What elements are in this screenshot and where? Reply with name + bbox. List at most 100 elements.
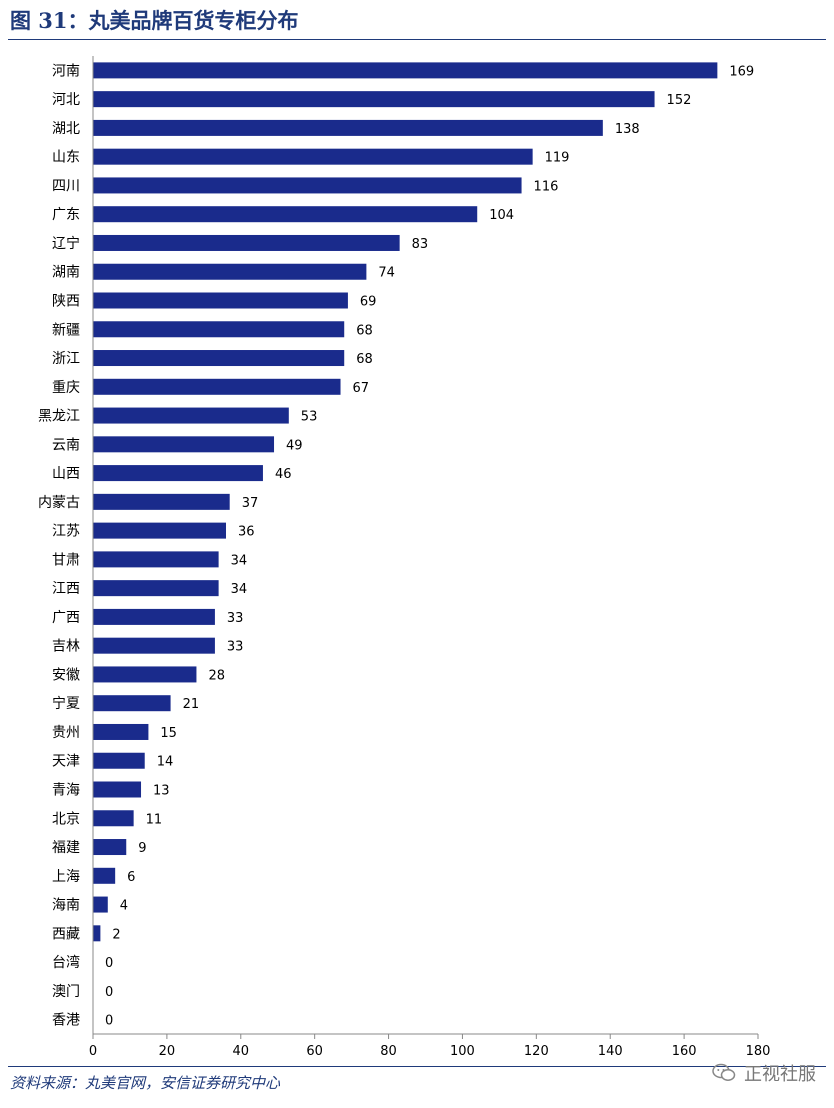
value-label: 69 [360,295,377,310]
x-tick-label: 40 [233,1044,250,1059]
value-label: 68 [356,352,373,367]
value-label: 116 [534,179,559,194]
bar [93,350,345,367]
x-axis: 0 20 40 60 80 100 120 140 160 180 [89,56,771,1059]
bar [93,810,134,827]
value-label: 9 [138,841,146,856]
bar [93,925,101,942]
watermark: 正视社服 [712,1060,816,1086]
value-label: 37 [242,496,259,511]
bars-group [93,62,718,942]
value-label: 0 [105,956,113,971]
category-label: 陕西 [52,294,80,310]
value-label: 46 [275,467,292,482]
category-label: 江苏 [52,524,80,540]
value-label: 33 [227,640,244,655]
bar [93,637,215,654]
source-divider [8,1066,826,1067]
watermark-text: 正视社服 [744,1064,816,1085]
bar [93,321,345,338]
bar [93,695,171,712]
bar [93,119,603,136]
category-label: 江西 [52,581,80,597]
value-label: 74 [378,266,395,281]
category-labels-group: 河南河北湖北山东四川广东辽宁湖南陕西新疆浙江重庆黑龙江云南山西内蒙古江苏甘肃江西… [38,63,80,1028]
category-label: 云南 [52,437,80,453]
wechat-icon [712,1063,736,1081]
category-label: 福建 [52,840,80,856]
bar [93,378,341,395]
value-label: 15 [160,726,177,741]
category-label: 吉林 [52,639,80,655]
value-label: 152 [667,93,692,108]
category-label: 西藏 [52,926,80,942]
bar [93,263,367,280]
bar [93,91,655,108]
bar-chart: 河南河北湖北山东四川广东辽宁湖南陕西新疆浙江重庆黑龙江云南山西内蒙古江苏甘肃江西… [38,56,771,1059]
bar [93,752,145,769]
category-label: 河南 [52,63,80,79]
value-label: 34 [231,582,248,597]
category-label: 天津 [52,754,80,770]
value-labels-group: 1691521381191161048374696868675349463736… [105,64,754,1028]
x-tick-label: 100 [450,1044,475,1059]
x-tick-label: 80 [380,1044,397,1059]
category-label: 河北 [52,92,80,108]
category-label: 浙江 [52,351,80,367]
category-label: 黑龙江 [38,409,80,425]
value-label: 67 [353,381,370,396]
category-label: 山西 [52,466,80,482]
bar [93,148,533,165]
x-tick-label: 60 [306,1044,323,1059]
category-label: 台湾 [52,954,80,971]
category-label: 甘肃 [52,552,80,568]
value-label: 68 [356,323,373,338]
category-label: 北京 [52,811,80,827]
bar [93,206,478,223]
bar [93,723,149,740]
category-label: 宁夏 [52,695,80,712]
value-label: 11 [146,812,163,827]
category-label: 四川 [52,178,80,194]
value-label: 0 [105,1014,113,1029]
figure-title: 图 31：丸美品牌百货专柜分布 [10,8,299,33]
x-tick-label: 120 [524,1044,549,1059]
value-label: 138 [615,122,640,137]
value-label: 6 [127,870,135,885]
bar [93,177,522,194]
bar [93,292,348,309]
value-label: 34 [231,553,248,568]
category-label: 安徽 [52,667,80,683]
category-label: 青海 [52,783,80,799]
category-label: 内蒙古 [38,495,80,511]
x-tick-label: 0 [89,1044,97,1059]
category-label: 湖南 [52,265,80,281]
category-label: 海南 [52,898,80,914]
value-label: 28 [208,668,225,683]
bar [93,436,275,453]
value-label: 33 [227,611,244,626]
category-label: 澳门 [52,984,80,1000]
bar [93,839,127,856]
bar [93,608,215,625]
bar [93,62,718,79]
category-label: 山东 [52,150,80,166]
x-tick-label: 180 [746,1044,771,1059]
value-label: 83 [412,237,429,252]
title-divider [8,39,826,40]
bar [93,580,219,597]
source-note: 资料来源：丸美官网，安信证券研究中心 [10,1074,281,1092]
value-label: 14 [157,755,174,770]
category-label: 辽宁 [52,235,80,252]
bar [93,234,400,251]
category-label: 上海 [52,869,80,885]
value-label: 49 [286,438,303,453]
value-label: 2 [112,927,120,942]
value-label: 169 [729,64,754,79]
value-label: 0 [105,985,113,1000]
category-label: 香港 [52,1013,80,1029]
bar [93,407,289,424]
value-label: 104 [489,208,514,223]
value-label: 119 [545,151,570,166]
category-label: 重庆 [52,380,80,396]
